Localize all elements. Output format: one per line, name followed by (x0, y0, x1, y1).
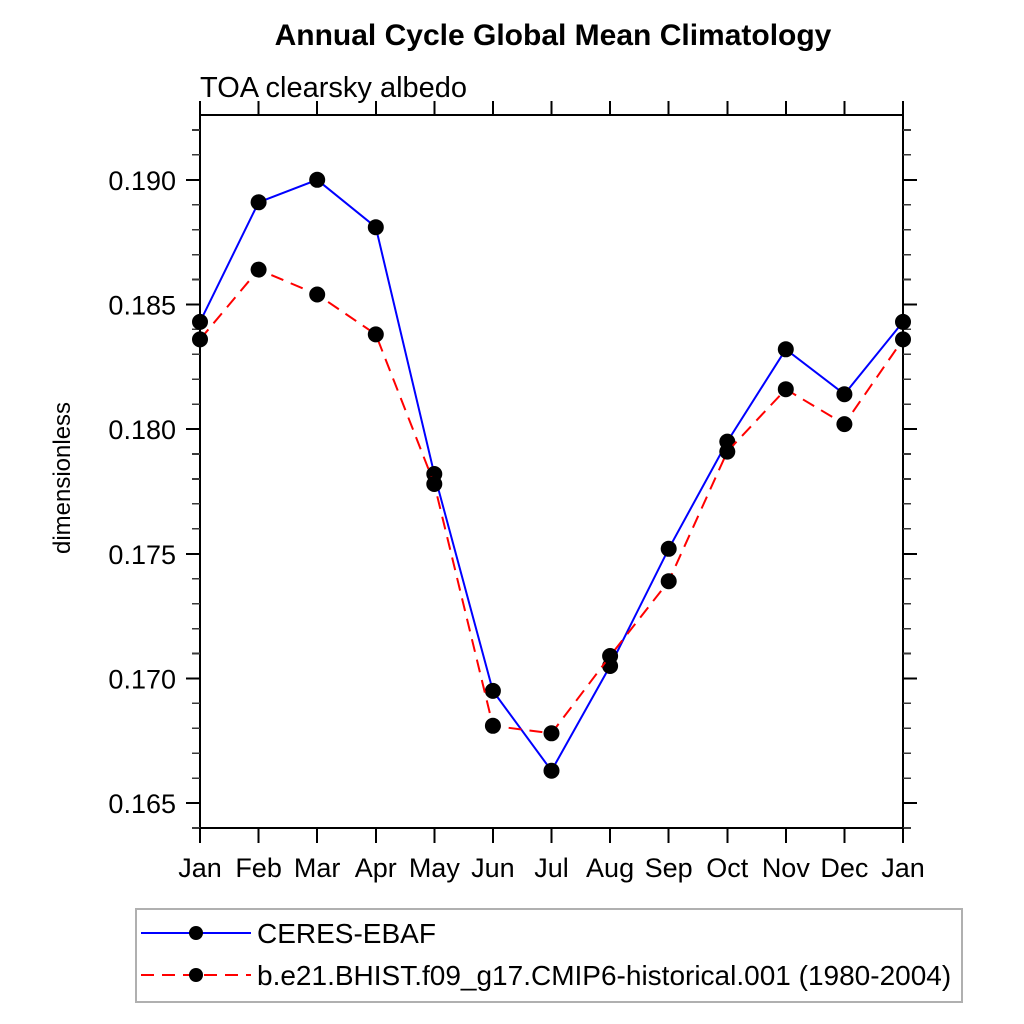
series-line-1 (199, 268, 904, 735)
data-point-0-Apr (367, 219, 384, 236)
series-line-0 (199, 178, 904, 773)
data-point-1-Oct (719, 443, 736, 460)
month-label: Dec (820, 853, 868, 883)
data-point-0-Jun (484, 682, 501, 699)
data-point-0-Jan (895, 313, 911, 330)
data-point-1-Sep (660, 573, 677, 590)
legend-label-ceres: CERES-EBAF (257, 918, 436, 949)
y-axis-label: dimensionless (49, 402, 76, 554)
data-point-0-Nov (777, 341, 794, 358)
month-label: Jul (534, 853, 569, 883)
month-label: Jan (178, 853, 222, 883)
data-point-1-Feb (250, 261, 267, 278)
data-point-1-Nov (777, 381, 794, 398)
data-point-0-Dec (836, 386, 853, 403)
month-label: Oct (706, 853, 749, 883)
month-label: Jan (881, 853, 925, 883)
chart-subtitle: TOA clearsky albedo (200, 72, 467, 104)
axes: 0.165 0.170 0.175 0.180 0.185 0.190 Jan Feb Mar A… (108, 101, 925, 883)
legend-marker-ceres (189, 926, 203, 940)
data-point-0-Sep (660, 540, 677, 557)
month-label: Jun (471, 853, 515, 883)
y-tick-label: 0.175 (108, 540, 176, 570)
data-point-1-Apr (367, 326, 384, 343)
data-point-0-Jan (192, 313, 208, 330)
data-point-0-Jul (543, 762, 560, 779)
y-tick-label: 0.185 (108, 290, 176, 320)
chart-title: Annual Cycle Global Mean Climatology (275, 19, 832, 52)
y-tick-label: 0.165 (108, 789, 176, 819)
plot-frame (199, 114, 904, 829)
y-tick-label: 0.190 (108, 166, 176, 196)
legend-box (135, 908, 963, 1003)
y-tick-label: 0.180 (108, 415, 176, 445)
month-label: Nov (762, 853, 811, 883)
data-point-0-Mar (309, 171, 326, 188)
month-label: Feb (235, 853, 282, 883)
month-label: May (409, 853, 461, 883)
data-point-1-Jun (484, 717, 501, 734)
data-point-1-Jan (192, 331, 208, 348)
data-point-1-Dec (836, 416, 853, 433)
month-label: Sep (645, 853, 693, 883)
data-point-1-Mar (309, 286, 326, 303)
legend: CERES-EBAF b.e21.BHIST.f09_g17.CMIP6-his… (135, 908, 963, 1003)
month-label: Mar (294, 853, 341, 883)
data-point-1-Aug (602, 648, 619, 664)
series-lines (192, 171, 911, 779)
month-label: Apr (355, 853, 397, 883)
legend-marker-model (189, 968, 203, 982)
data-point-1-Jan (895, 331, 911, 348)
data-point-1-May (426, 476, 443, 492)
legend-label-model: b.e21.BHIST.f09_g17.CMIP6-historical.001… (257, 960, 951, 991)
data-point-1-Jul (543, 725, 560, 742)
y-tick-label: 0.170 (108, 664, 176, 694)
month-label: Aug (586, 853, 634, 883)
data-point-0-Feb (250, 194, 267, 211)
